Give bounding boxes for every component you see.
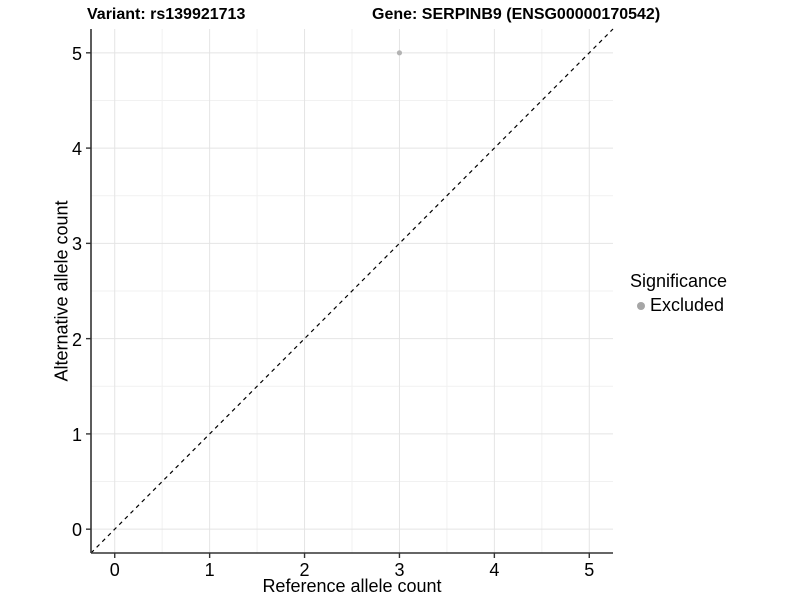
y-axis-label: Alternative allele count (51, 200, 72, 382)
legend: Significance Excluded (630, 271, 727, 316)
x-tick-label: 3 (394, 560, 405, 580)
plot-title-variant: Variant: rs139921713 (87, 6, 246, 23)
x-axis-label: Reference allele count (262, 576, 442, 596)
y-tick-label: 5 (71, 43, 82, 64)
plot-title-gene: Gene: SERPINB9 (ENSG00000170542) (372, 6, 661, 23)
legend-entry-excluded: Excluded (630, 295, 727, 316)
y-tick-label: 4 (71, 139, 82, 160)
y-tick-label: 3 (71, 234, 82, 255)
y-tick-label: 1 (71, 424, 82, 445)
identity-reference-line (90, 28, 614, 554)
x-tick-label: 4 (489, 560, 500, 580)
x-tick-label: 1 (204, 560, 215, 580)
x-tick-label: 0 (109, 560, 120, 580)
x-tick-label: 5 (584, 560, 595, 580)
legend-title: Significance (630, 271, 728, 291)
y-tick-label: 0 (71, 520, 82, 541)
data-point (396, 50, 403, 56)
x-tick-label: 2 (299, 560, 310, 580)
legend-entry-label: Excluded (650, 295, 725, 315)
y-tick-label: 2 (71, 329, 82, 350)
legend-key-circle-icon (637, 301, 645, 310)
